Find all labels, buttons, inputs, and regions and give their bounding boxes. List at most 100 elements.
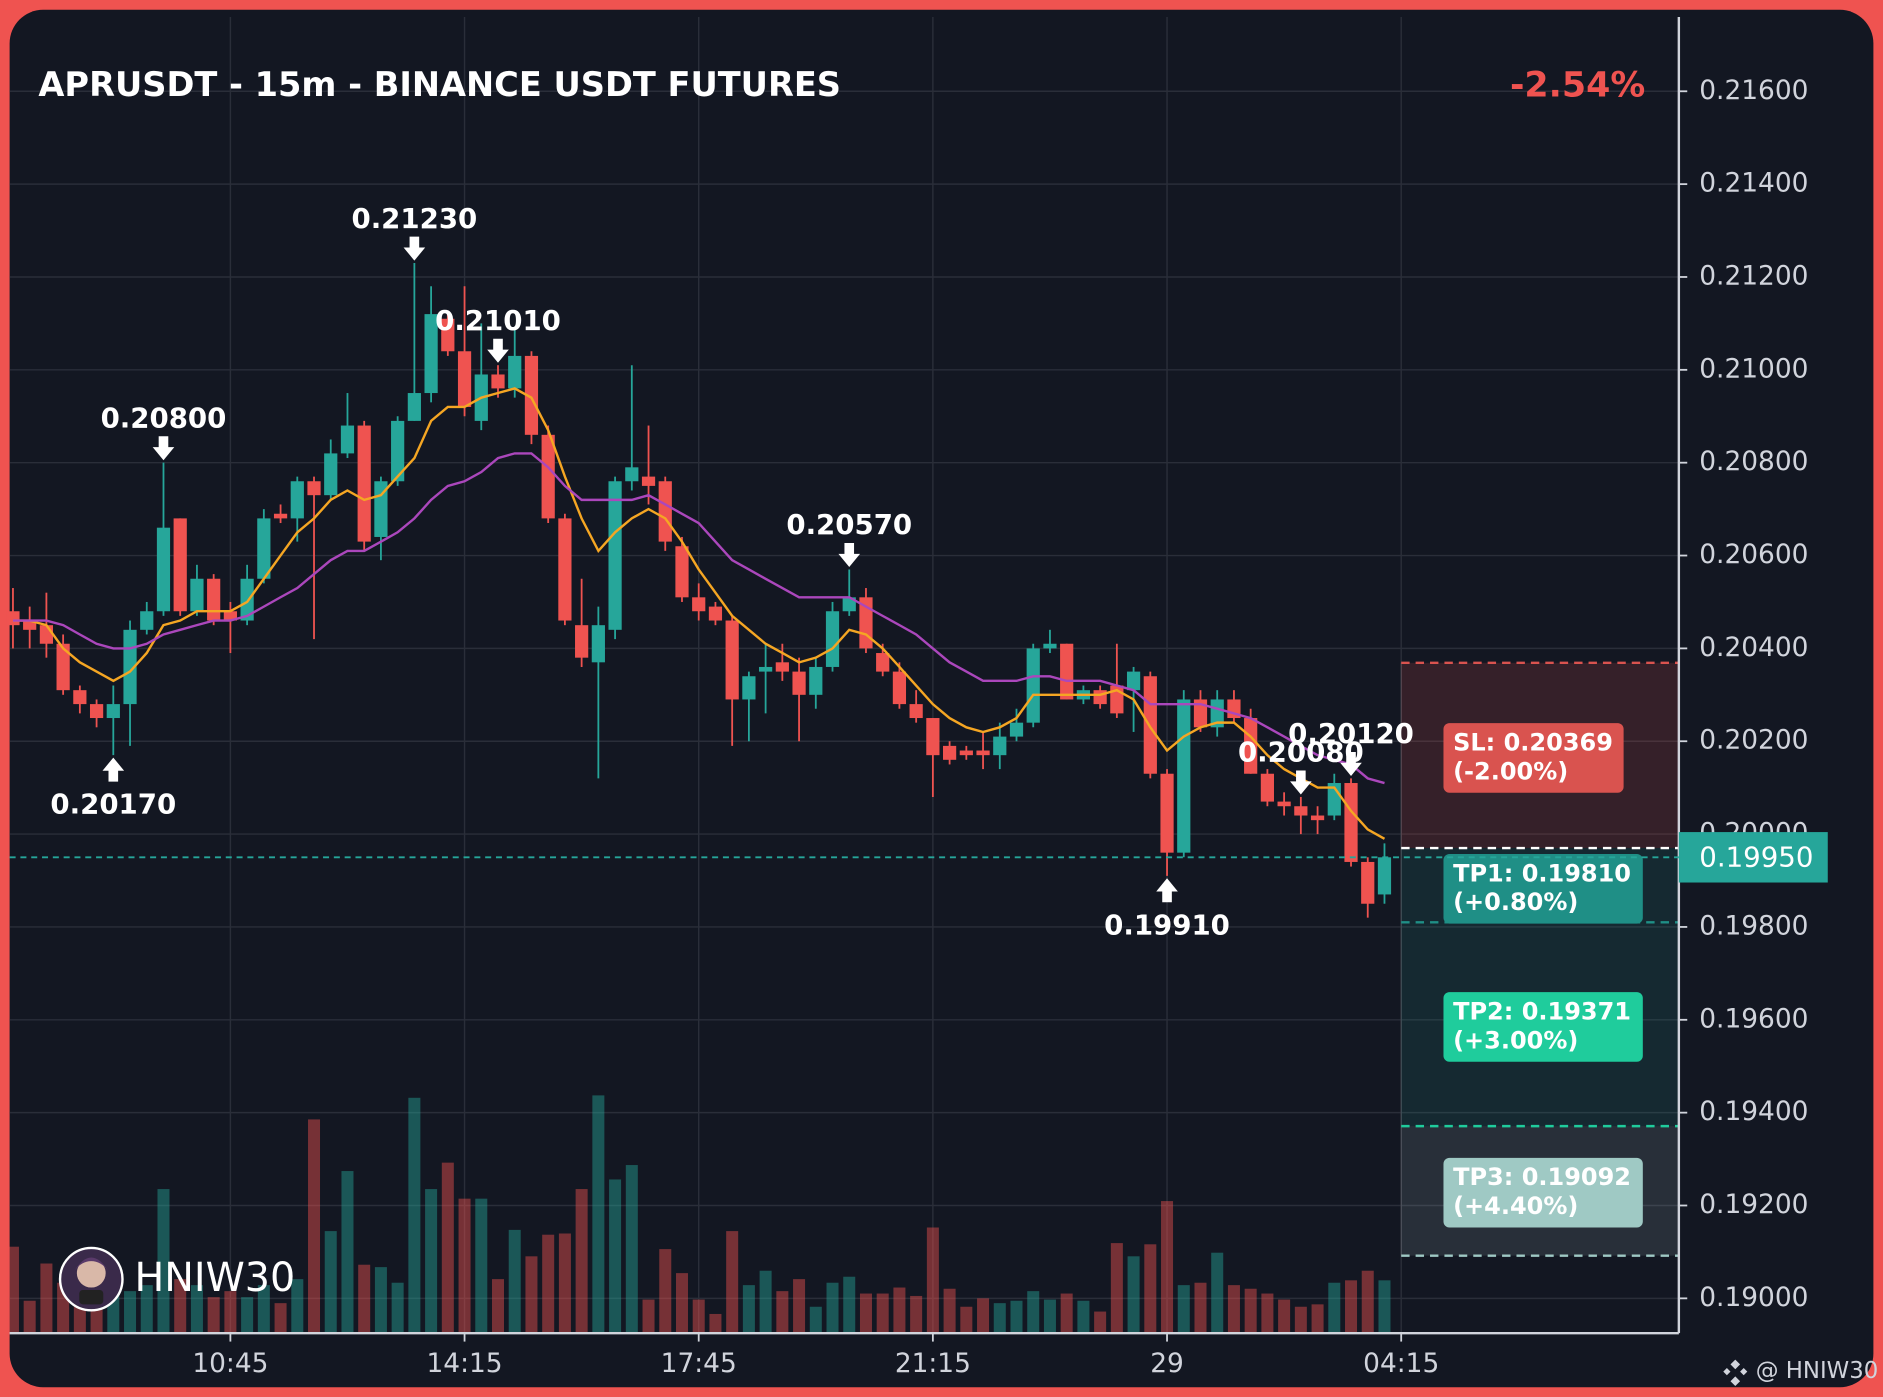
candle-body bbox=[575, 625, 589, 658]
arrow-up bbox=[102, 757, 125, 782]
candle-body bbox=[173, 518, 187, 612]
volume-bar bbox=[1244, 1288, 1257, 1334]
volume-bar bbox=[441, 1162, 454, 1334]
candle-body bbox=[156, 527, 171, 612]
volume-bar bbox=[124, 1291, 137, 1334]
candle-body bbox=[508, 355, 522, 389]
level-box bbox=[1443, 723, 1624, 793]
volume-bar bbox=[1177, 1285, 1190, 1334]
candle-body bbox=[725, 620, 739, 700]
candle-body bbox=[190, 578, 204, 612]
candle-body bbox=[591, 625, 605, 663]
candle-body bbox=[1026, 648, 1040, 723]
candle-body bbox=[257, 518, 271, 579]
candle-body bbox=[1294, 806, 1308, 816]
candle-body bbox=[658, 481, 672, 542]
candle-body bbox=[976, 750, 990, 756]
annotation: 0.19910 bbox=[1104, 908, 1230, 941]
candle-body bbox=[759, 666, 773, 672]
volume-bar bbox=[1010, 1300, 1023, 1334]
arrow-down bbox=[152, 436, 175, 461]
candle-body bbox=[106, 704, 120, 719]
volume-bar bbox=[1144, 1244, 1157, 1334]
arrow-down bbox=[403, 236, 426, 261]
volume-bar bbox=[207, 1297, 220, 1334]
level-note: (+4.40%) bbox=[1453, 1192, 1578, 1220]
volume-bar bbox=[726, 1231, 739, 1334]
candle-body bbox=[340, 425, 355, 454]
annotation: 0.20120 bbox=[1288, 717, 1414, 750]
volume-bar bbox=[826, 1282, 839, 1334]
candle-body bbox=[324, 453, 338, 496]
candle-body bbox=[1344, 783, 1358, 862]
candle-body bbox=[792, 671, 806, 695]
candle-body bbox=[290, 481, 304, 519]
candle-body bbox=[1043, 643, 1057, 649]
volume-bar bbox=[174, 1279, 187, 1334]
level-label: TP3: 0.19092 bbox=[1453, 1163, 1631, 1191]
volume-bar bbox=[910, 1295, 923, 1334]
volume-bar bbox=[1361, 1270, 1374, 1334]
candle-body bbox=[307, 481, 321, 496]
volume-bar bbox=[1211, 1252, 1224, 1334]
level-note: (+0.80%) bbox=[1453, 888, 1578, 916]
candle-body bbox=[1177, 699, 1191, 853]
volume-bar bbox=[6, 1246, 19, 1334]
candle-body bbox=[1361, 861, 1375, 904]
volume-bar bbox=[391, 1282, 404, 1334]
volume-bar bbox=[876, 1293, 889, 1334]
candle-body bbox=[273, 513, 288, 519]
candle-body bbox=[140, 611, 154, 630]
candle-body bbox=[441, 318, 455, 352]
candle-body bbox=[1160, 773, 1174, 853]
candle-body bbox=[23, 620, 37, 630]
arrow-down bbox=[838, 543, 861, 568]
volume-bar bbox=[475, 1198, 488, 1334]
volume-bar bbox=[23, 1300, 36, 1334]
volume-bar bbox=[542, 1234, 555, 1334]
y-tick-label: 0.21200 bbox=[1699, 260, 1808, 291]
arrow-down bbox=[1340, 751, 1362, 776]
level-note: (+3.00%) bbox=[1453, 1026, 1578, 1054]
volume-bar bbox=[592, 1095, 605, 1334]
candle-body bbox=[541, 434, 555, 519]
volume-bar bbox=[843, 1276, 856, 1334]
annotation: 0.20080 bbox=[1238, 736, 1364, 769]
volume-bar bbox=[943, 1288, 956, 1334]
plot: 10:45 14:15 17:45 21:15 29 04:15 SL: 0.20369(-… bbox=[6, 16, 1828, 1379]
annotation: 0.20170 bbox=[50, 788, 176, 821]
volume-bar bbox=[759, 1270, 772, 1334]
price-change: -2.54% bbox=[1510, 66, 1645, 106]
volume-bar bbox=[859, 1293, 872, 1334]
candle-body bbox=[993, 736, 1007, 756]
volume-bar bbox=[1110, 1243, 1123, 1334]
y-tick-label: 0.19400 bbox=[1699, 1096, 1808, 1127]
candle-body bbox=[625, 467, 639, 482]
candle-body bbox=[825, 611, 840, 667]
volume-bar bbox=[1194, 1282, 1207, 1334]
y-tick-label: 0.20400 bbox=[1699, 632, 1808, 663]
volume-bar bbox=[793, 1279, 806, 1334]
y-tick-label: 0.19600 bbox=[1699, 1003, 1808, 1034]
x-tick-label: 29 bbox=[1150, 1348, 1184, 1379]
candle-body bbox=[1210, 699, 1224, 728]
candle-body bbox=[1310, 815, 1325, 821]
credit-logo bbox=[1723, 1359, 1748, 1387]
volume-bar bbox=[291, 1279, 304, 1334]
volume-bar bbox=[1060, 1293, 1073, 1334]
x-tick-label: 04:15 bbox=[1363, 1348, 1439, 1379]
volume-bar bbox=[425, 1189, 438, 1334]
candle-body bbox=[876, 653, 890, 672]
candle-body bbox=[942, 745, 957, 760]
volume-bar bbox=[575, 1189, 588, 1334]
level-box bbox=[1443, 854, 1643, 924]
volume-bar bbox=[1127, 1256, 1140, 1334]
candle-body bbox=[457, 351, 472, 407]
arrow-down bbox=[1290, 770, 1312, 795]
candle-body bbox=[708, 606, 723, 621]
volume-bar bbox=[1278, 1299, 1291, 1334]
volume-bar bbox=[341, 1171, 354, 1334]
volume-bar bbox=[224, 1291, 237, 1334]
volume-bar bbox=[491, 1279, 505, 1334]
